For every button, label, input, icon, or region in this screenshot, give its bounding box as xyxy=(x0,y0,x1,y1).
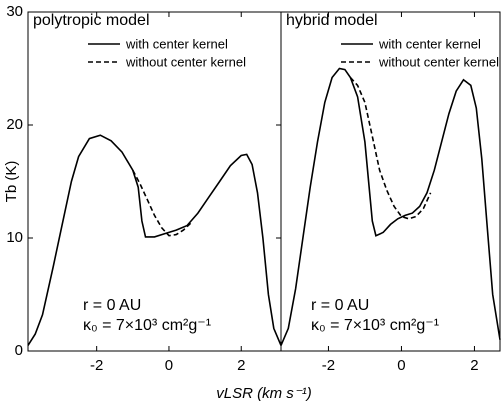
x-tick-label: 0 xyxy=(165,357,173,374)
legend-label: with center kernel xyxy=(378,36,481,51)
legend-label: without center kernel xyxy=(125,54,246,69)
x-tick-label: 2 xyxy=(470,357,478,374)
x-tick-label: 2 xyxy=(237,357,245,374)
annotation: κ₀ = 7×10³ cm²g⁻¹ xyxy=(311,317,439,334)
legend-label: with center kernel xyxy=(125,36,228,51)
y-tick-label: 30 xyxy=(6,3,23,20)
annotation: κ₀ = 7×10³ cm²g⁻¹ xyxy=(83,317,211,334)
line-series xyxy=(27,134,282,346)
line-series xyxy=(349,76,432,220)
x-tick-label: -2 xyxy=(322,357,335,374)
annotation: r = 0 AU xyxy=(83,297,141,314)
plot-frame xyxy=(280,11,501,352)
x-tick-label: -2 xyxy=(90,357,103,374)
panel-title: hybrid model xyxy=(286,12,378,29)
y-tick-label: 20 xyxy=(6,116,23,133)
line-series xyxy=(132,169,192,237)
panel-title: polytropic model xyxy=(33,12,150,29)
y-axis-label: Tb (K) xyxy=(3,161,20,203)
line-series xyxy=(280,67,501,346)
y-tick-label: 0 xyxy=(15,342,23,359)
y-tick-label: 10 xyxy=(6,229,23,246)
legend-label: without center kernel xyxy=(378,54,499,69)
x-axis-label: vLSR (km s⁻¹) xyxy=(216,385,311,402)
annotation: r = 0 AU xyxy=(311,297,369,314)
x-tick-label: 0 xyxy=(397,357,405,374)
